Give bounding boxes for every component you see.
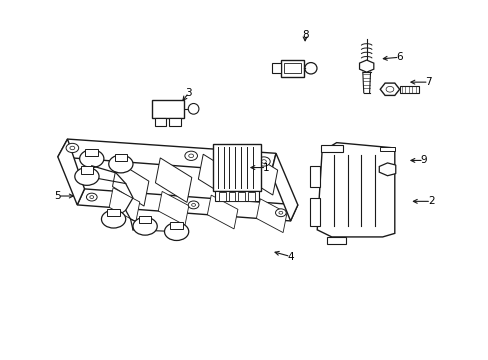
Circle shape bbox=[188, 201, 199, 209]
Text: 6: 6 bbox=[395, 52, 402, 62]
Polygon shape bbox=[112, 162, 148, 206]
Bar bbox=[215, 191, 259, 201]
Bar bbox=[218, 192, 225, 201]
Polygon shape bbox=[380, 83, 399, 95]
Circle shape bbox=[191, 203, 195, 206]
Bar bbox=[85, 149, 98, 156]
Bar bbox=[81, 166, 93, 174]
Bar bbox=[247, 192, 254, 201]
Circle shape bbox=[90, 195, 94, 198]
Bar bbox=[114, 154, 127, 161]
Text: 3: 3 bbox=[185, 88, 192, 98]
Circle shape bbox=[164, 223, 188, 240]
Polygon shape bbox=[207, 195, 238, 229]
Bar bbox=[169, 118, 181, 126]
Polygon shape bbox=[158, 192, 188, 225]
Circle shape bbox=[80, 150, 103, 167]
Circle shape bbox=[188, 154, 193, 158]
Text: 9: 9 bbox=[420, 156, 427, 166]
Bar bbox=[309, 166, 319, 187]
Bar bbox=[280, 60, 304, 77]
Circle shape bbox=[102, 210, 125, 228]
Circle shape bbox=[278, 211, 282, 214]
Bar bbox=[238, 192, 244, 201]
Circle shape bbox=[257, 157, 270, 166]
Bar bbox=[170, 222, 183, 229]
Bar bbox=[321, 145, 342, 152]
Bar bbox=[309, 198, 319, 226]
Bar bbox=[152, 100, 183, 118]
Text: 5: 5 bbox=[55, 191, 61, 201]
Bar bbox=[399, 86, 418, 93]
Polygon shape bbox=[271, 153, 297, 221]
Circle shape bbox=[108, 155, 133, 173]
Circle shape bbox=[261, 160, 266, 163]
Polygon shape bbox=[77, 189, 297, 221]
Circle shape bbox=[70, 146, 75, 150]
Text: 1: 1 bbox=[263, 163, 269, 172]
Bar bbox=[272, 63, 280, 73]
Polygon shape bbox=[379, 163, 395, 176]
Bar bbox=[283, 63, 301, 73]
Circle shape bbox=[75, 167, 99, 185]
Bar bbox=[107, 209, 120, 216]
Text: 7: 7 bbox=[425, 77, 431, 87]
Polygon shape bbox=[109, 188, 140, 221]
Circle shape bbox=[275, 209, 285, 217]
Polygon shape bbox=[241, 150, 277, 195]
Circle shape bbox=[133, 217, 157, 235]
Text: 4: 4 bbox=[286, 252, 293, 261]
Polygon shape bbox=[58, 139, 275, 173]
Circle shape bbox=[184, 151, 197, 161]
Polygon shape bbox=[155, 158, 191, 202]
Bar bbox=[139, 216, 151, 224]
Polygon shape bbox=[256, 199, 286, 233]
Bar bbox=[213, 144, 261, 191]
Circle shape bbox=[86, 193, 97, 201]
Circle shape bbox=[66, 143, 79, 153]
Bar bbox=[380, 147, 394, 151]
Polygon shape bbox=[317, 143, 394, 237]
Bar bbox=[155, 118, 166, 126]
Polygon shape bbox=[359, 60, 373, 72]
Ellipse shape bbox=[304, 63, 316, 74]
Polygon shape bbox=[326, 237, 346, 244]
Text: 2: 2 bbox=[427, 196, 433, 206]
Polygon shape bbox=[58, 139, 84, 205]
Circle shape bbox=[386, 86, 393, 92]
Bar bbox=[228, 192, 235, 201]
Text: 8: 8 bbox=[301, 30, 308, 40]
Polygon shape bbox=[198, 154, 234, 199]
Ellipse shape bbox=[188, 103, 199, 114]
